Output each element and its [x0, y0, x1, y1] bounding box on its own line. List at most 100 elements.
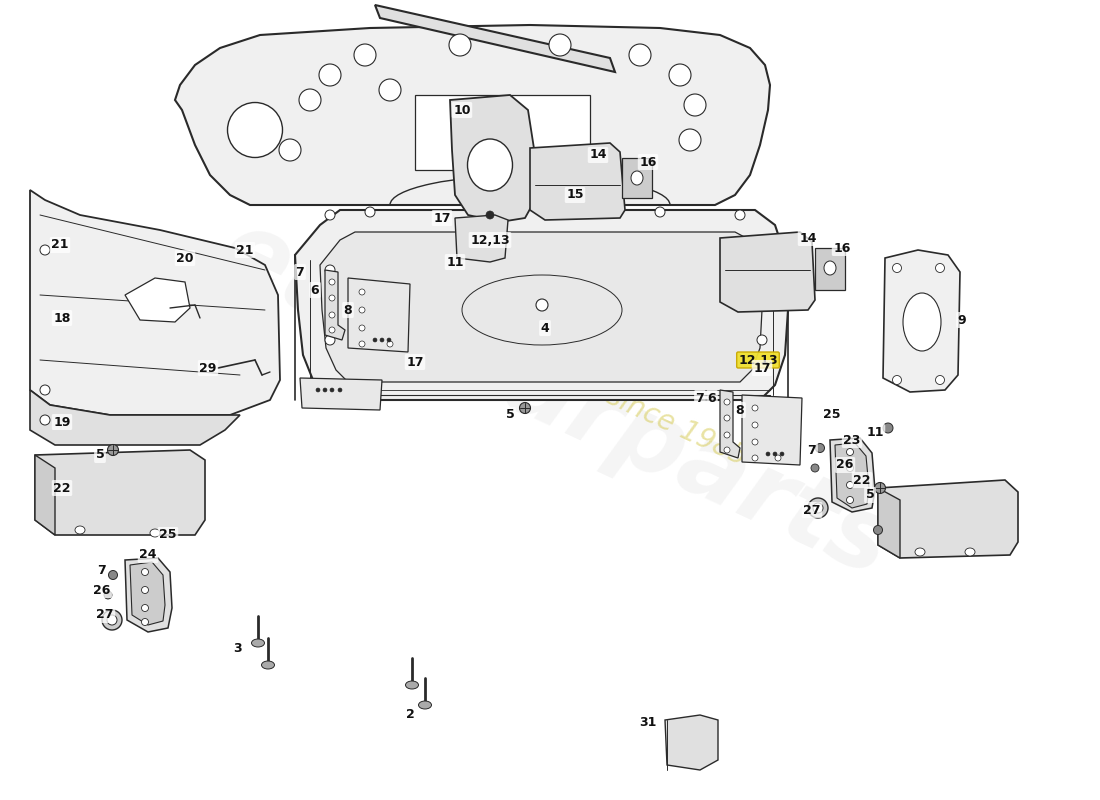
- Text: 5: 5: [506, 409, 515, 422]
- Ellipse shape: [359, 307, 365, 313]
- Ellipse shape: [915, 548, 925, 556]
- Ellipse shape: [724, 399, 730, 405]
- Ellipse shape: [669, 64, 691, 86]
- Ellipse shape: [142, 586, 148, 594]
- Ellipse shape: [359, 341, 365, 347]
- Polygon shape: [348, 278, 410, 352]
- Ellipse shape: [847, 497, 854, 503]
- Polygon shape: [300, 378, 382, 410]
- Ellipse shape: [142, 569, 148, 575]
- Polygon shape: [720, 232, 815, 312]
- Ellipse shape: [387, 341, 393, 347]
- Ellipse shape: [724, 415, 730, 421]
- Text: 25: 25: [823, 409, 840, 422]
- Ellipse shape: [228, 102, 283, 158]
- Ellipse shape: [418, 701, 431, 709]
- Ellipse shape: [40, 245, 49, 255]
- Ellipse shape: [735, 210, 745, 220]
- Polygon shape: [666, 715, 718, 770]
- Ellipse shape: [319, 64, 341, 86]
- Ellipse shape: [965, 548, 975, 556]
- Ellipse shape: [354, 44, 376, 66]
- Ellipse shape: [757, 335, 767, 345]
- Ellipse shape: [629, 44, 651, 66]
- Text: 22: 22: [854, 474, 871, 486]
- Polygon shape: [621, 158, 652, 198]
- Ellipse shape: [780, 452, 784, 456]
- Polygon shape: [883, 250, 960, 392]
- Ellipse shape: [654, 207, 666, 217]
- Ellipse shape: [75, 526, 85, 534]
- Ellipse shape: [892, 263, 902, 273]
- Text: 12,13: 12,13: [738, 354, 778, 366]
- Ellipse shape: [752, 422, 758, 428]
- Text: 14: 14: [590, 149, 607, 162]
- Text: 19: 19: [53, 415, 70, 429]
- Text: a passion for parts since 1985: a passion for parts since 1985: [359, 269, 751, 471]
- Polygon shape: [450, 95, 535, 222]
- Ellipse shape: [847, 482, 854, 489]
- Text: 17: 17: [754, 362, 771, 374]
- Ellipse shape: [773, 452, 777, 456]
- Text: 27: 27: [803, 503, 821, 517]
- Text: 14: 14: [800, 231, 816, 245]
- Ellipse shape: [142, 618, 148, 626]
- Text: 16: 16: [639, 155, 657, 169]
- Text: 11: 11: [867, 426, 883, 438]
- Text: 17: 17: [433, 211, 451, 225]
- Polygon shape: [835, 443, 869, 508]
- Text: 16: 16: [834, 242, 850, 254]
- Ellipse shape: [324, 335, 336, 345]
- Text: 24: 24: [140, 549, 156, 562]
- Polygon shape: [720, 390, 740, 458]
- Ellipse shape: [752, 455, 758, 461]
- Text: 27: 27: [97, 609, 113, 622]
- Text: 5: 5: [866, 489, 874, 502]
- Text: 7: 7: [98, 563, 107, 577]
- Ellipse shape: [142, 605, 148, 611]
- Polygon shape: [455, 215, 508, 262]
- Polygon shape: [125, 558, 172, 632]
- Ellipse shape: [468, 139, 513, 191]
- Ellipse shape: [847, 449, 854, 455]
- Text: 8: 8: [343, 303, 352, 317]
- Text: 8: 8: [736, 403, 745, 417]
- Ellipse shape: [752, 405, 758, 411]
- Ellipse shape: [329, 295, 336, 301]
- Polygon shape: [130, 562, 165, 625]
- Ellipse shape: [776, 455, 781, 461]
- Ellipse shape: [40, 385, 49, 395]
- Ellipse shape: [262, 661, 275, 669]
- Ellipse shape: [102, 610, 122, 630]
- Text: 21: 21: [52, 238, 68, 251]
- Ellipse shape: [824, 261, 836, 275]
- Ellipse shape: [631, 171, 644, 185]
- Ellipse shape: [109, 570, 118, 579]
- Text: 9: 9: [958, 314, 966, 326]
- Ellipse shape: [808, 498, 828, 518]
- Text: 26: 26: [94, 583, 111, 597]
- Ellipse shape: [813, 503, 823, 513]
- Text: 25: 25: [160, 529, 177, 542]
- Polygon shape: [320, 232, 762, 382]
- Ellipse shape: [379, 79, 401, 101]
- Polygon shape: [530, 143, 625, 220]
- Ellipse shape: [107, 615, 117, 625]
- Polygon shape: [35, 450, 205, 535]
- Ellipse shape: [757, 265, 767, 275]
- Polygon shape: [30, 190, 280, 415]
- Ellipse shape: [150, 529, 160, 537]
- Ellipse shape: [323, 388, 327, 392]
- Ellipse shape: [903, 293, 940, 351]
- Ellipse shape: [847, 465, 854, 471]
- Ellipse shape: [316, 388, 320, 392]
- Ellipse shape: [766, 452, 770, 456]
- Ellipse shape: [892, 375, 902, 385]
- Ellipse shape: [536, 299, 548, 311]
- Text: 6: 6: [707, 391, 716, 405]
- Text: 23: 23: [844, 434, 860, 446]
- Ellipse shape: [406, 681, 418, 689]
- Text: 11: 11: [447, 255, 464, 269]
- Text: 29: 29: [199, 362, 217, 374]
- Text: 2: 2: [406, 707, 415, 721]
